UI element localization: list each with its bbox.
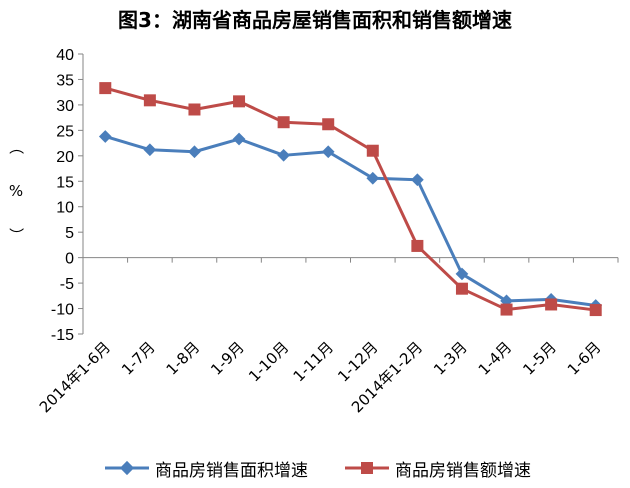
x-tick-label: 1-6月 — [564, 338, 605, 379]
x-tick-label: 1-4月 — [475, 338, 516, 379]
data-point — [188, 103, 201, 116]
x-tick-label: 2014年1-6月 — [36, 338, 114, 416]
data-point — [232, 132, 246, 146]
data-point — [411, 239, 424, 252]
data-point — [411, 173, 424, 187]
data-point — [143, 94, 156, 107]
chart-title: 图3：湖南省商品房屋销售面积和销售额增速 — [118, 8, 512, 32]
x-tick-label: 1-5月 — [519, 338, 560, 379]
series-layer — [98, 82, 603, 317]
legend-marker-square-icon — [345, 462, 389, 474]
data-point — [455, 267, 469, 281]
x-tick-label: 1-8月 — [163, 338, 204, 379]
legend-item-area: 商品房销售面积增速 — [105, 455, 308, 481]
y-tick-label: -5 — [60, 276, 74, 293]
x-tick-label: 1-9月 — [207, 338, 248, 379]
y-tick-label: 40 — [56, 47, 74, 64]
data-point — [366, 171, 380, 185]
x-tick-label: 1-11月 — [290, 338, 337, 385]
y-axis-label-part: ） — [7, 227, 25, 242]
x-tick-label: 1-3月 — [430, 338, 471, 379]
legend-marker-diamond-icon — [105, 460, 149, 476]
series-line — [104, 135, 596, 307]
data-point — [277, 116, 290, 129]
data-point — [233, 95, 246, 108]
y-tick-label: -10 — [51, 302, 74, 319]
data-point — [188, 145, 201, 159]
y-tick-label: 5 — [65, 225, 74, 242]
y-axis-label-part: % — [9, 182, 23, 200]
y-tick-label: -15 — [51, 327, 74, 344]
series-1 — [99, 82, 602, 317]
y-tick-label: 20 — [56, 149, 74, 166]
data-point — [98, 130, 112, 143]
y-axis-label: （% ） — [7, 139, 25, 242]
data-point — [277, 148, 290, 162]
data-point — [455, 282, 468, 295]
y-tick-label: 25 — [56, 123, 74, 140]
y-tick-label: 15 — [56, 174, 74, 191]
data-point — [366, 144, 379, 157]
data-point — [545, 298, 558, 311]
series-0 — [98, 130, 603, 312]
legend: 商品房销售面积增速 商品房销售额增速 — [0, 455, 630, 481]
y-tick-label: 35 — [56, 72, 74, 89]
y-tick-label: 10 — [56, 200, 74, 217]
series-line — [104, 86, 596, 312]
data-point — [589, 304, 602, 317]
y-tick-label: 0 — [65, 251, 74, 268]
data-point — [322, 118, 335, 131]
y-tick-label: 30 — [56, 98, 74, 115]
data-point — [99, 82, 112, 95]
y-axis-label-part: （ — [7, 139, 25, 154]
legend-item-sales: 商品房销售额增速 — [345, 455, 531, 481]
y-axis: 40 35 30 25 20 15 10 5 0 -5 -10 -15 — [51, 47, 84, 344]
legend-label-sales: 商品房销售额增速 — [395, 460, 531, 481]
x-axis: 2014年1-6月 1-7月 1-8月 1-9月1-10月1-11月1-12月2014… — [36, 257, 619, 416]
legend-label-area: 商品房销售面积增速 — [155, 460, 308, 481]
data-point — [321, 145, 335, 159]
x-tick-label: 1-10月 — [245, 338, 292, 385]
data-point — [500, 303, 513, 316]
x-tick-label: 1-7月 — [118, 338, 159, 379]
data-point — [143, 143, 157, 157]
